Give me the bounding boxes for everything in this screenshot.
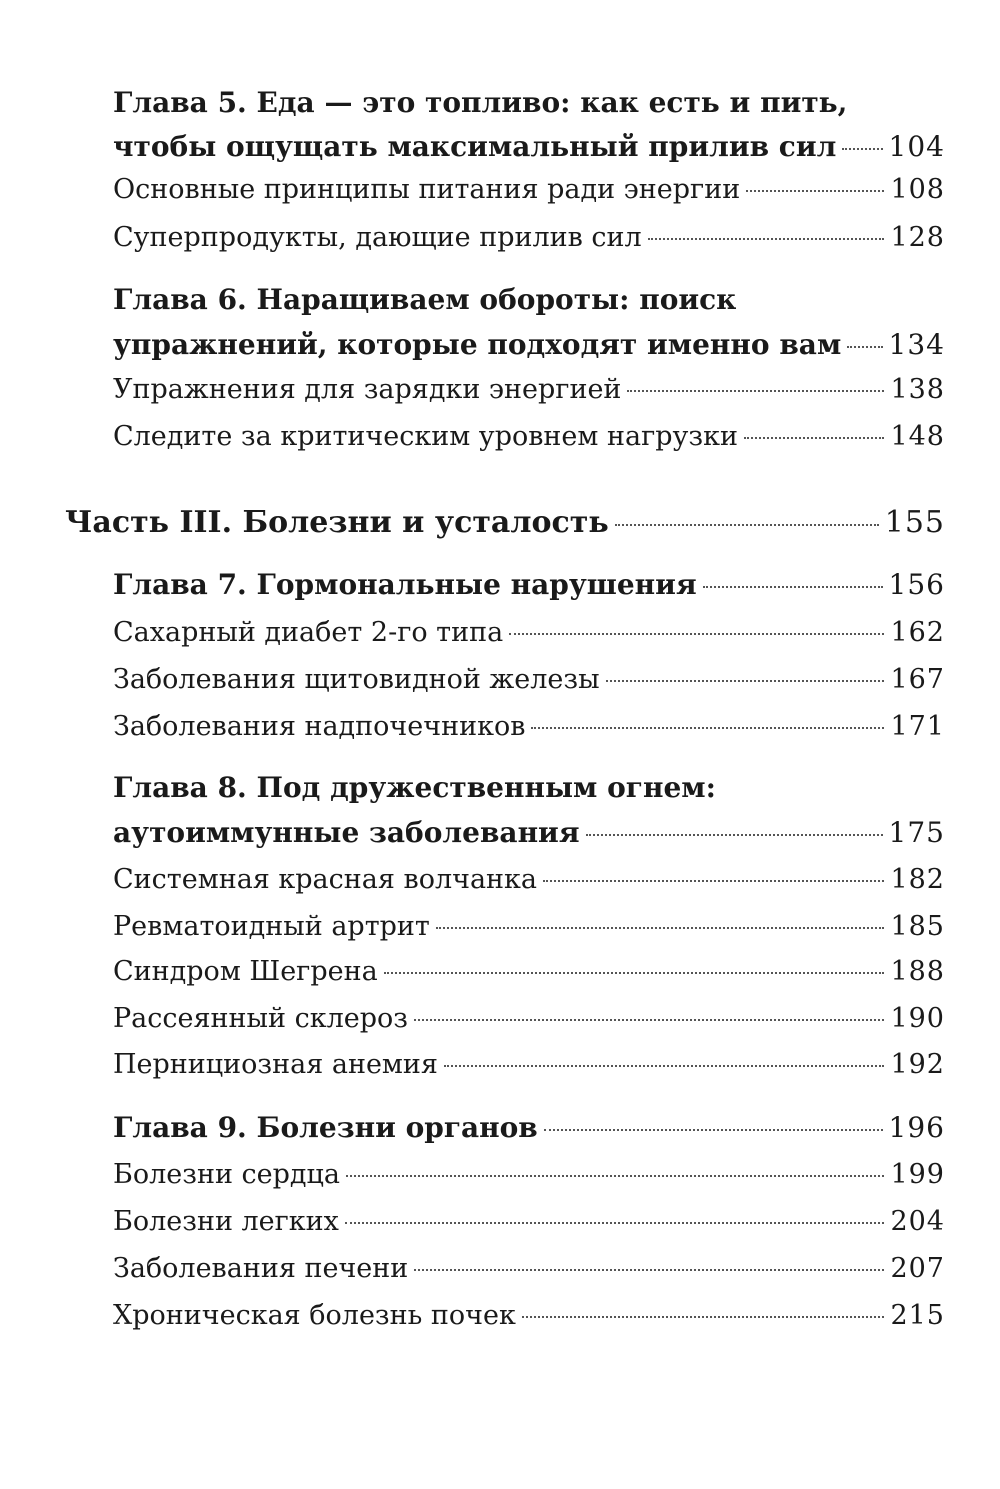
chapter-label: Глава 8. — [113, 771, 247, 804]
page-number: 182 — [890, 864, 945, 895]
toc-entry[interactable]: Суперпродукты, дающие прилив сил 128 — [113, 215, 945, 261]
page-number: 138 — [890, 374, 945, 405]
page-number: 188 — [890, 956, 945, 987]
toc-entry[interactable]: Упражнения для зарядки энергией 138 — [113, 367, 945, 413]
dot-leader — [744, 437, 885, 439]
toc-entry-chapter-5[interactable]: чтобы ощущать максимальный прилив сил 104 — [113, 124, 945, 170]
chapter-5-title-line1: Глава 5. Еда — это топливо: как есть и п… — [113, 86, 848, 119]
chapter-label: Глава 6. — [113, 283, 247, 316]
dot-leader — [543, 1129, 883, 1131]
page-number: 204 — [890, 1206, 945, 1237]
page-number: 199 — [890, 1159, 945, 1190]
toc-entry-chapter-9[interactable]: Глава 9. Болезни органов 196 — [113, 1105, 945, 1151]
dot-leader — [531, 727, 885, 729]
dot-leader — [521, 1316, 885, 1318]
dot-leader — [585, 834, 883, 836]
toc-entry[interactable]: Рассеянный склероз 190 — [113, 996, 945, 1042]
page-number: 156 — [888, 568, 945, 601]
chapter-label: Глава 9. — [113, 1111, 247, 1144]
dot-leader — [746, 190, 885, 192]
dot-leader — [543, 880, 885, 882]
dot-leader — [627, 390, 885, 392]
toc-entry[interactable]: Сахарный диабет 2-го типа 162 — [113, 610, 945, 656]
page-number: 104 — [888, 130, 945, 163]
toc-entry[interactable]: Пернициозная анемия 192 — [113, 1042, 945, 1088]
page-number: 215 — [890, 1300, 945, 1331]
dot-leader — [443, 1065, 885, 1067]
toc-entry[interactable]: Синдром Шегрена 188 — [113, 949, 945, 995]
chapter-6-title-line1: Глава 6. Наращиваем обороты: поиск — [113, 283, 737, 316]
dot-leader — [509, 633, 885, 635]
dot-leader — [344, 1222, 885, 1224]
toc-entry[interactable]: Ревматоидный артрит 185 — [113, 904, 945, 950]
dot-leader — [414, 1269, 885, 1271]
dot-leader — [702, 586, 883, 588]
dot-leader — [413, 1019, 885, 1021]
page-number: 162 — [890, 617, 945, 648]
toc-entry[interactable]: Заболевания надпочечников 171 — [113, 704, 945, 750]
page-number: 134 — [888, 328, 945, 361]
page-number: 196 — [888, 1111, 945, 1144]
chapter-label: Глава 7. — [113, 568, 247, 601]
dot-leader — [605, 680, 885, 682]
toc-entry[interactable]: Болезни сердца 199 — [113, 1152, 945, 1198]
toc-entry[interactable]: Хроническая болезнь почек 215 — [113, 1293, 945, 1339]
toc-entry[interactable]: Болезни легких 204 — [113, 1199, 945, 1245]
dot-leader — [847, 346, 883, 348]
page-number: 207 — [890, 1253, 945, 1284]
page-number: 192 — [890, 1049, 945, 1080]
toc-entry[interactable]: Системная красная волчанка 182 — [113, 857, 945, 903]
page-number: 175 — [888, 816, 945, 849]
toc-entry[interactable]: Следите за критическим уровнем нагрузки 1… — [113, 414, 945, 460]
toc-entry[interactable]: Заболевания щитовидной железы 167 — [113, 657, 945, 703]
toc-entry-chapter-6[interactable]: упражнений, которые подходят именно вам 1… — [113, 322, 945, 368]
page-number: 108 — [890, 174, 945, 205]
dot-leader — [346, 1175, 885, 1177]
page-number: 128 — [890, 222, 945, 253]
page-number: 185 — [890, 911, 945, 942]
dot-leader — [842, 148, 883, 150]
dot-leader — [435, 927, 885, 929]
page-number: 167 — [890, 664, 945, 695]
dot-leader — [647, 238, 885, 240]
page-number: 155 — [884, 505, 945, 540]
dot-leader — [383, 972, 885, 974]
page-number: 148 — [890, 421, 945, 452]
page-number: 171 — [890, 711, 945, 742]
toc-entry-part-3[interactable]: Часть III. Болезни и усталость 155 — [65, 500, 945, 546]
chapter-8-title-line1: Глава 8. Под дружественным огнем: — [113, 771, 716, 804]
toc-entry[interactable]: Основные принципы питания ради энергии 10… — [113, 167, 945, 213]
toc-entry-chapter-8[interactable]: аутоиммунные заболевания 175 — [113, 810, 945, 856]
chapter-label: Глава 5. — [113, 86, 247, 119]
toc-entry-chapter-7[interactable]: Глава 7. Гормональные нарушения 156 — [113, 562, 945, 608]
toc-entry[interactable]: Заболевания печени 207 — [113, 1246, 945, 1292]
dot-leader — [614, 524, 879, 526]
page-number: 190 — [890, 1003, 945, 1034]
